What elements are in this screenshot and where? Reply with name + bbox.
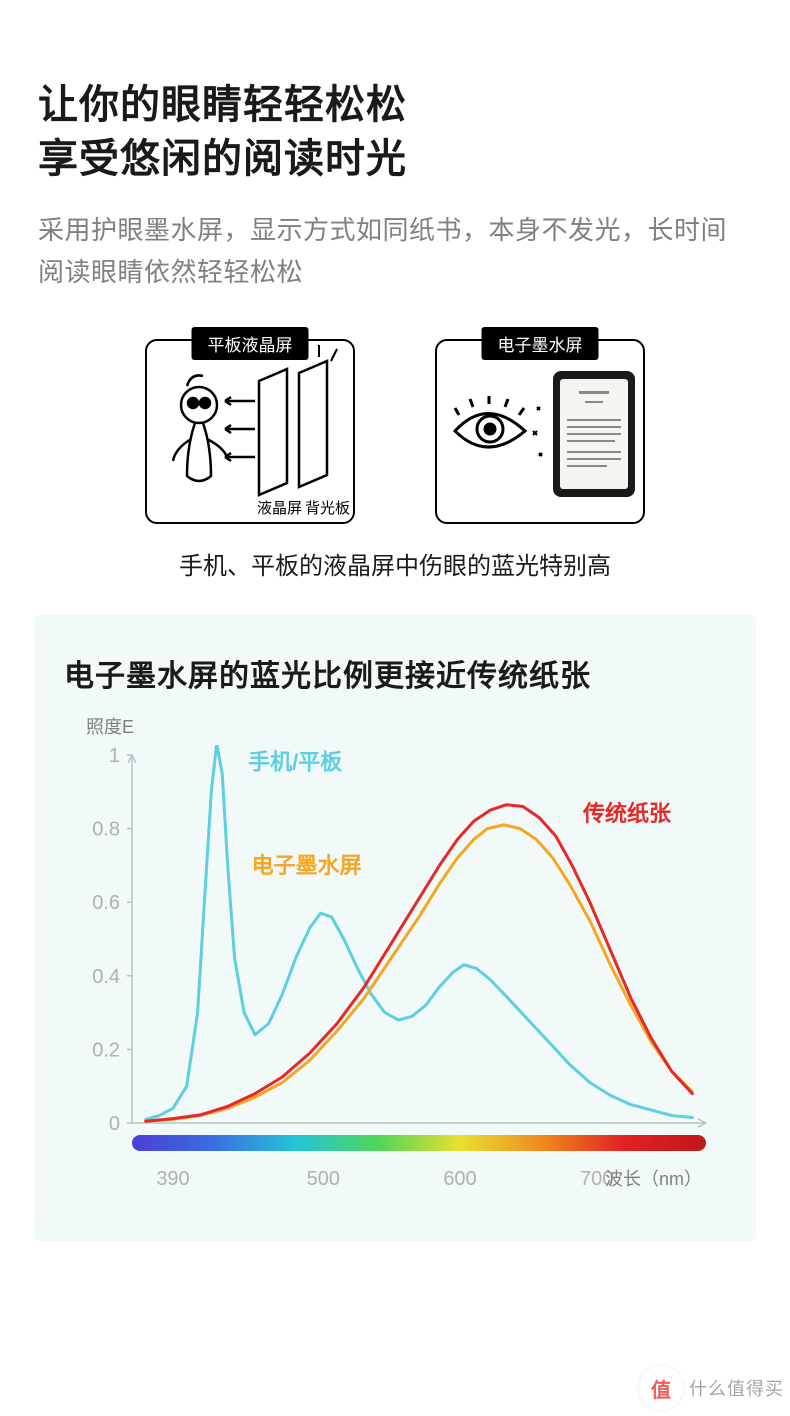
page-subtitle: 采用护眼墨水屏，显示方式如同纸书，本身不发光，长时间阅读眼睛依然轻轻松松 (38, 210, 752, 293)
chart-y-axis-label: 照度E (86, 713, 726, 739)
page-title-line2: 享受悠闲的阅读时光 (38, 132, 752, 186)
compare-illustration-lcd: 液晶屏 背光板 (145, 339, 355, 524)
svg-text:传统纸张: 传统纸张 (582, 801, 672, 826)
svg-text:0.4: 0.4 (92, 966, 120, 988)
chart-panel: 电子墨水屏的蓝光比例更接近传统纸张 照度E 0 0.2 0.4 0.6 0.8 1 390 5… (34, 615, 756, 1241)
svg-text:0.6: 0.6 (92, 892, 120, 914)
svg-text:1: 1 (109, 745, 120, 767)
svg-text:0: 0 (109, 1113, 120, 1135)
svg-text:0.2: 0.2 (92, 1040, 120, 1062)
svg-text:波长（nm）: 波长（nm） (605, 1169, 702, 1189)
lcd-inner-label-2: 背光板 (305, 499, 350, 517)
compare-label-lcd: 平板液晶屏 (192, 327, 309, 360)
svg-text:600: 600 (443, 1168, 476, 1190)
watermark-icon: 值 (639, 1366, 683, 1410)
compare-card-eink: 电子墨水屏 (435, 339, 645, 524)
svg-text:0.8: 0.8 (92, 819, 120, 841)
svg-text:500: 500 (307, 1168, 340, 1190)
lcd-inner-label-1: 液晶屏 (257, 500, 302, 517)
watermark: 值 什么值得买 (639, 1366, 784, 1410)
compare-illustration-eink (435, 339, 645, 524)
svg-text:电子墨水屏: 电子墨水屏 (252, 853, 362, 878)
watermark-text: 什么值得买 (689, 1375, 784, 1401)
compare-label-eink: 电子墨水屏 (482, 327, 599, 360)
chart-title: 电子墨水屏的蓝光比例更接近传统纸张 (64, 651, 726, 695)
compare-card-lcd: 平板液晶屏 (145, 339, 355, 524)
comparison-caption: 手机、平板的液晶屏中伤眼的蓝光特别高 (0, 546, 790, 581)
svg-text:手机/平板: 手机/平板 (248, 750, 343, 775)
comparison-row: 平板液晶屏 (0, 339, 790, 524)
page-title-line1: 让你的眼睛轻轻松松 (38, 78, 752, 132)
spectrum-chart: 00.20.40.60.81390500600700波长（nm）手机/平板电子墨… (64, 745, 724, 1215)
svg-text:390: 390 (156, 1168, 189, 1190)
